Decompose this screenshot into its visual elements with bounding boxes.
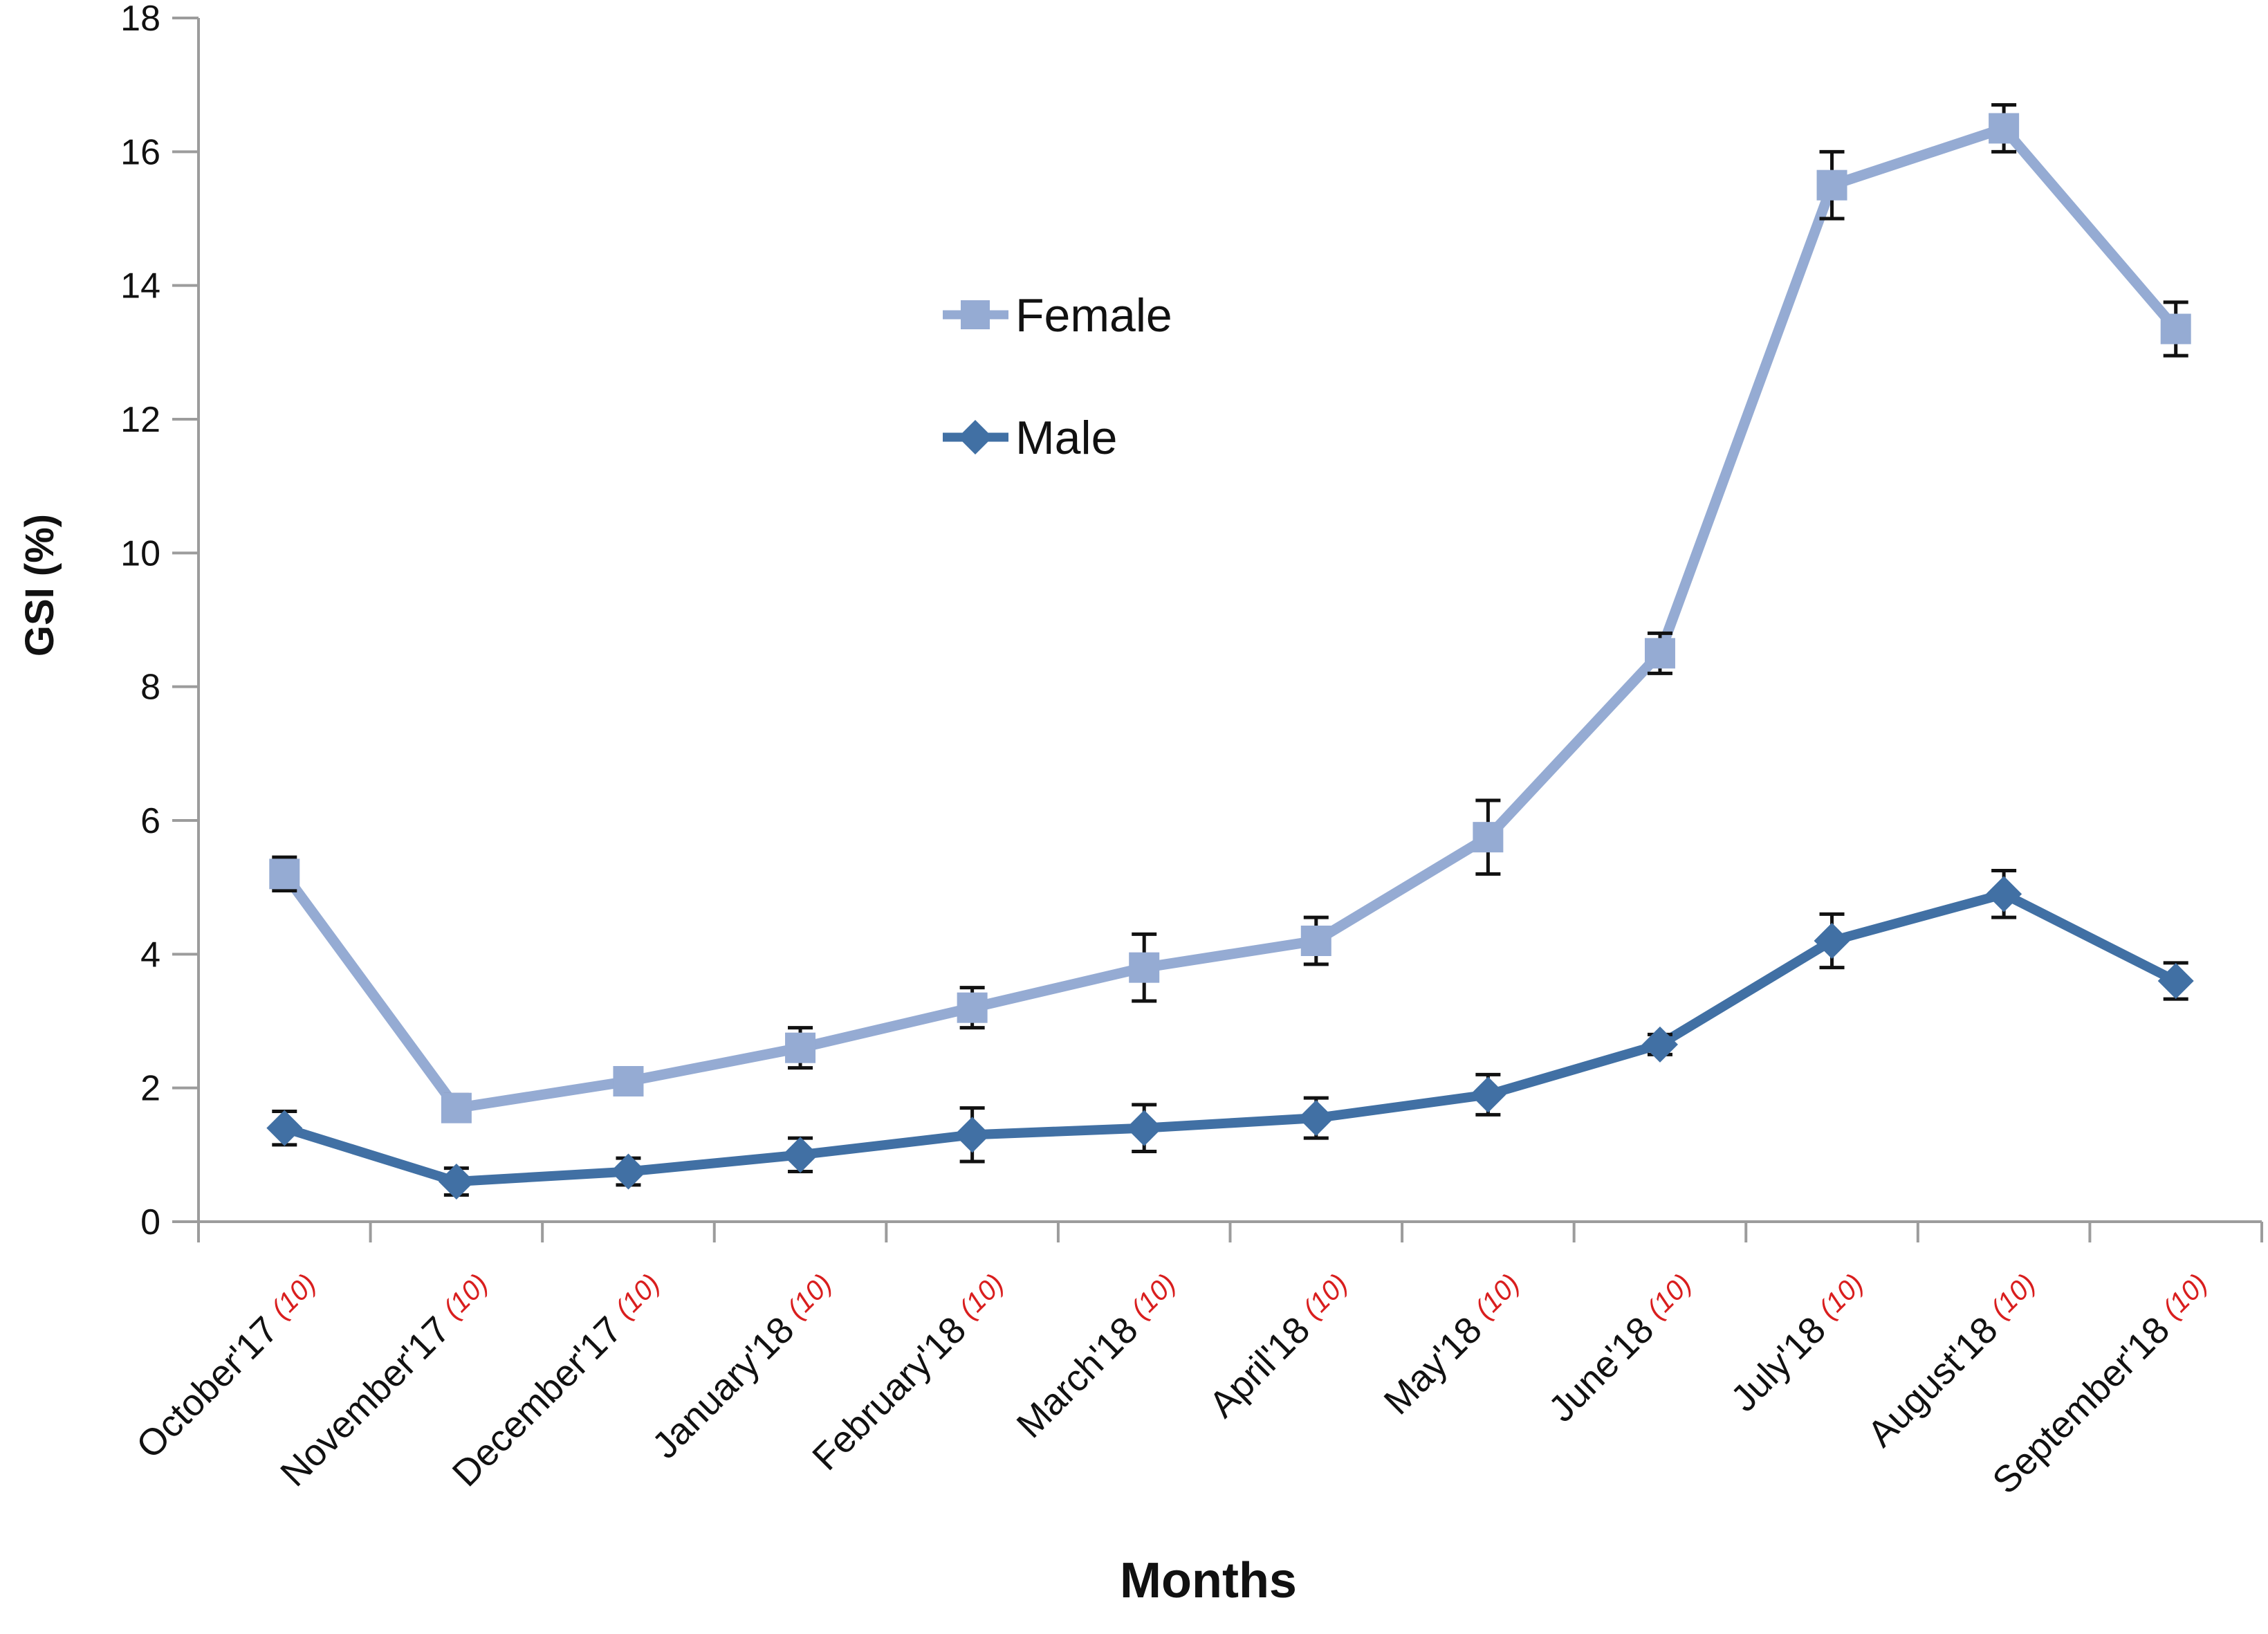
male-marker (438, 1164, 474, 1200)
x-axis-month-label: February'18 (10) (804, 1267, 1016, 1478)
y-tick-label: 16 (120, 132, 160, 172)
x-axis-month-label: July'18 (10) (1723, 1267, 1876, 1420)
male-marker (610, 1153, 647, 1190)
female-marker (613, 1066, 644, 1096)
female-marker (1644, 638, 1675, 669)
male-marker (1814, 923, 1850, 959)
y-tick-label: 10 (120, 533, 160, 573)
male-marker (1986, 876, 2022, 912)
male-marker (782, 1137, 819, 1173)
male-marker (1298, 1100, 1334, 1137)
female-marker (957, 992, 988, 1023)
female-marker (441, 1092, 472, 1123)
female-marker (1300, 926, 1331, 956)
female-marker (785, 1032, 816, 1063)
x-axis-month-label: August'18 (10) (1860, 1267, 2048, 1455)
female-line (279, 123, 2182, 1114)
female-marker (1989, 113, 2020, 144)
legend-marker-male (958, 420, 993, 455)
y-tick-label: 12 (120, 400, 160, 440)
male-marker (2157, 963, 2194, 999)
female-marker (1129, 952, 1160, 983)
male-marker (1641, 1026, 1678, 1063)
x-axis-month-label: March'18 (10) (1009, 1267, 1188, 1446)
legend-marker-female (961, 300, 990, 329)
y-tick-label: 6 (140, 801, 160, 841)
x-axis-month-label: October'17 (10) (129, 1267, 329, 1467)
female-marker (269, 859, 300, 890)
x-axis-month-label: June'18 (10) (1541, 1267, 1704, 1430)
legend-label-female: Female (1015, 289, 1172, 342)
male-marker (266, 1110, 303, 1146)
male-marker (954, 1117, 990, 1153)
male-line (279, 889, 2181, 1186)
male-marker (1470, 1076, 1506, 1113)
y-tick-label: 14 (120, 266, 160, 306)
female-marker (2160, 313, 2191, 345)
x-axis-title: Months (1120, 1553, 1297, 1608)
male-marker (1126, 1110, 1163, 1146)
y-tick-label: 4 (140, 935, 160, 975)
y-tick-label: 0 (140, 1202, 160, 1242)
y-tick-label: 18 (120, 0, 160, 39)
x-axis-month-label: April'18 (10) (1201, 1267, 1360, 1425)
female-marker (1816, 169, 1847, 201)
x-axis-month-label: May'18 (10) (1376, 1267, 1532, 1422)
y-tick-label: 2 (140, 1069, 160, 1109)
y-tick-label: 8 (140, 668, 160, 708)
female-marker (1473, 822, 1504, 853)
x-axis-month-label: January'18 (10) (645, 1267, 845, 1467)
legend-label-male: Male (1015, 412, 1117, 464)
